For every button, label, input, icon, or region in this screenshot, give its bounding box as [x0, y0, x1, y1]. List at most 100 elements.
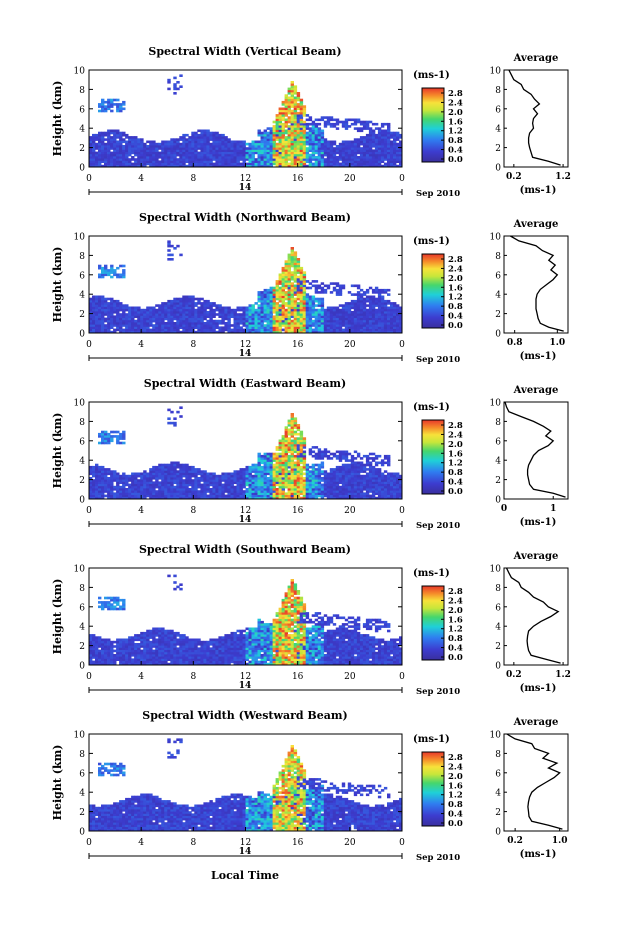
heatmap-cell — [89, 311, 93, 314]
heatmap-cell — [278, 125, 282, 128]
heatmap-cell — [308, 481, 313, 484]
heatmap-cell — [269, 288, 273, 292]
heatmap-cell — [393, 138, 397, 141]
heatmap-cell — [143, 308, 147, 312]
heatmap-cell — [239, 479, 243, 482]
heatmap-cell — [242, 474, 246, 478]
heatmap-cell — [257, 465, 261, 469]
heatmap-cell — [263, 156, 267, 159]
heatmap-cell — [125, 494, 129, 498]
heatmap-cell — [353, 284, 358, 288]
heatmap-cell — [284, 142, 288, 146]
heatmap-cell — [399, 330, 403, 334]
panel-title: Spectral Width (Eastward Beam) — [144, 377, 346, 390]
heatmap-cell — [128, 479, 132, 482]
heatmap-cell — [362, 151, 367, 155]
heatmap-cell — [203, 317, 207, 321]
heatmap-cell — [341, 313, 346, 316]
heatmap-cell — [110, 138, 114, 141]
heatmap-cell — [281, 118, 285, 122]
heatmap-cell — [248, 479, 252, 482]
heatmap-cell — [284, 271, 288, 274]
heatmap-cell — [275, 302, 279, 305]
profile-frame — [503, 235, 569, 334]
heatmap-cell — [221, 328, 225, 332]
heatmap-cell — [95, 151, 99, 155]
heatmap-cell — [296, 262, 301, 266]
heatmap-cell — [221, 313, 225, 316]
heatmap-cell — [281, 116, 285, 119]
heatmap-cell — [140, 149, 144, 152]
heatmap-cell — [281, 315, 285, 318]
heatmap-cell — [245, 481, 249, 484]
heatmap-cell — [173, 463, 177, 467]
heatmap-cell — [299, 162, 304, 166]
heatmap-cell — [296, 158, 301, 161]
heatmap-cell — [338, 145, 343, 148]
profile-title: Average — [513, 219, 559, 230]
heatmap-cell — [89, 330, 93, 334]
heatmap-cell — [236, 494, 240, 498]
heatmap-cell — [293, 492, 298, 495]
heatmap-cell — [365, 160, 370, 163]
date-label: Sep 2010 — [416, 355, 460, 365]
heatmap-cell — [263, 158, 267, 161]
heatmap-cell — [92, 297, 96, 301]
heatmap-cell — [353, 160, 358, 163]
heatmap-cell — [275, 313, 279, 316]
heatmap-cell — [209, 317, 213, 321]
heatmap-cell — [359, 297, 364, 301]
colorbar — [421, 253, 445, 329]
heatmap-cell — [266, 293, 270, 296]
heatmap-cell — [104, 472, 108, 476]
heatmap-cell — [390, 315, 394, 318]
heatmap-cell — [179, 304, 183, 307]
heatmap-cell — [254, 328, 258, 332]
heatmap-cell — [152, 149, 156, 152]
heatmap-cell — [281, 266, 285, 270]
heatmap-cell — [113, 273, 117, 277]
heatmap-cell — [305, 311, 310, 314]
heatmap-cell — [362, 145, 367, 148]
heatmap-cell — [128, 328, 132, 332]
heatmap-cell — [365, 291, 370, 294]
heatmap-cell — [158, 142, 162, 146]
heatmap-cell — [302, 490, 307, 493]
heatmap-cell — [122, 330, 126, 334]
heatmap-cell — [212, 147, 216, 150]
heatmap-cell — [314, 145, 319, 148]
heatmap-cell — [233, 490, 237, 493]
heatmap-cell — [380, 330, 385, 334]
heatmap-cell — [203, 138, 207, 141]
heatmap-cell — [182, 164, 186, 168]
heatmap-cell — [194, 160, 198, 163]
heatmap-cell — [164, 490, 168, 493]
heatmap-cell — [182, 145, 186, 148]
heatmap-cell — [323, 284, 328, 288]
heatmap-cell — [224, 479, 228, 482]
heatmap-cell — [275, 149, 279, 152]
heatmap-cell — [206, 496, 210, 500]
heatmap-cell — [218, 311, 222, 314]
heatmap-cell — [170, 474, 174, 478]
heatmap-cell — [227, 158, 231, 161]
heatmap-cell — [371, 145, 376, 148]
heatmap-cell — [341, 140, 346, 144]
heatmap-cell — [266, 133, 270, 137]
heatmap-cell — [134, 313, 138, 316]
heatmap-cell — [374, 136, 379, 139]
heatmap-cell — [206, 162, 210, 166]
heatmap-cell — [92, 496, 96, 500]
heatmap-cell — [161, 145, 165, 148]
heatmap-cell — [296, 315, 301, 318]
heatmap-cell — [377, 304, 382, 307]
heatmap-cell — [197, 162, 201, 166]
heatmap-cell — [350, 118, 355, 122]
heatmap-cell — [275, 280, 279, 283]
heatmap-cell — [338, 313, 343, 316]
heatmap-cell — [131, 138, 135, 141]
heatmap-cell — [275, 282, 279, 285]
heatmap-cell — [278, 326, 282, 329]
heatmap-cell — [218, 149, 222, 152]
heatmap-cell — [173, 164, 177, 168]
